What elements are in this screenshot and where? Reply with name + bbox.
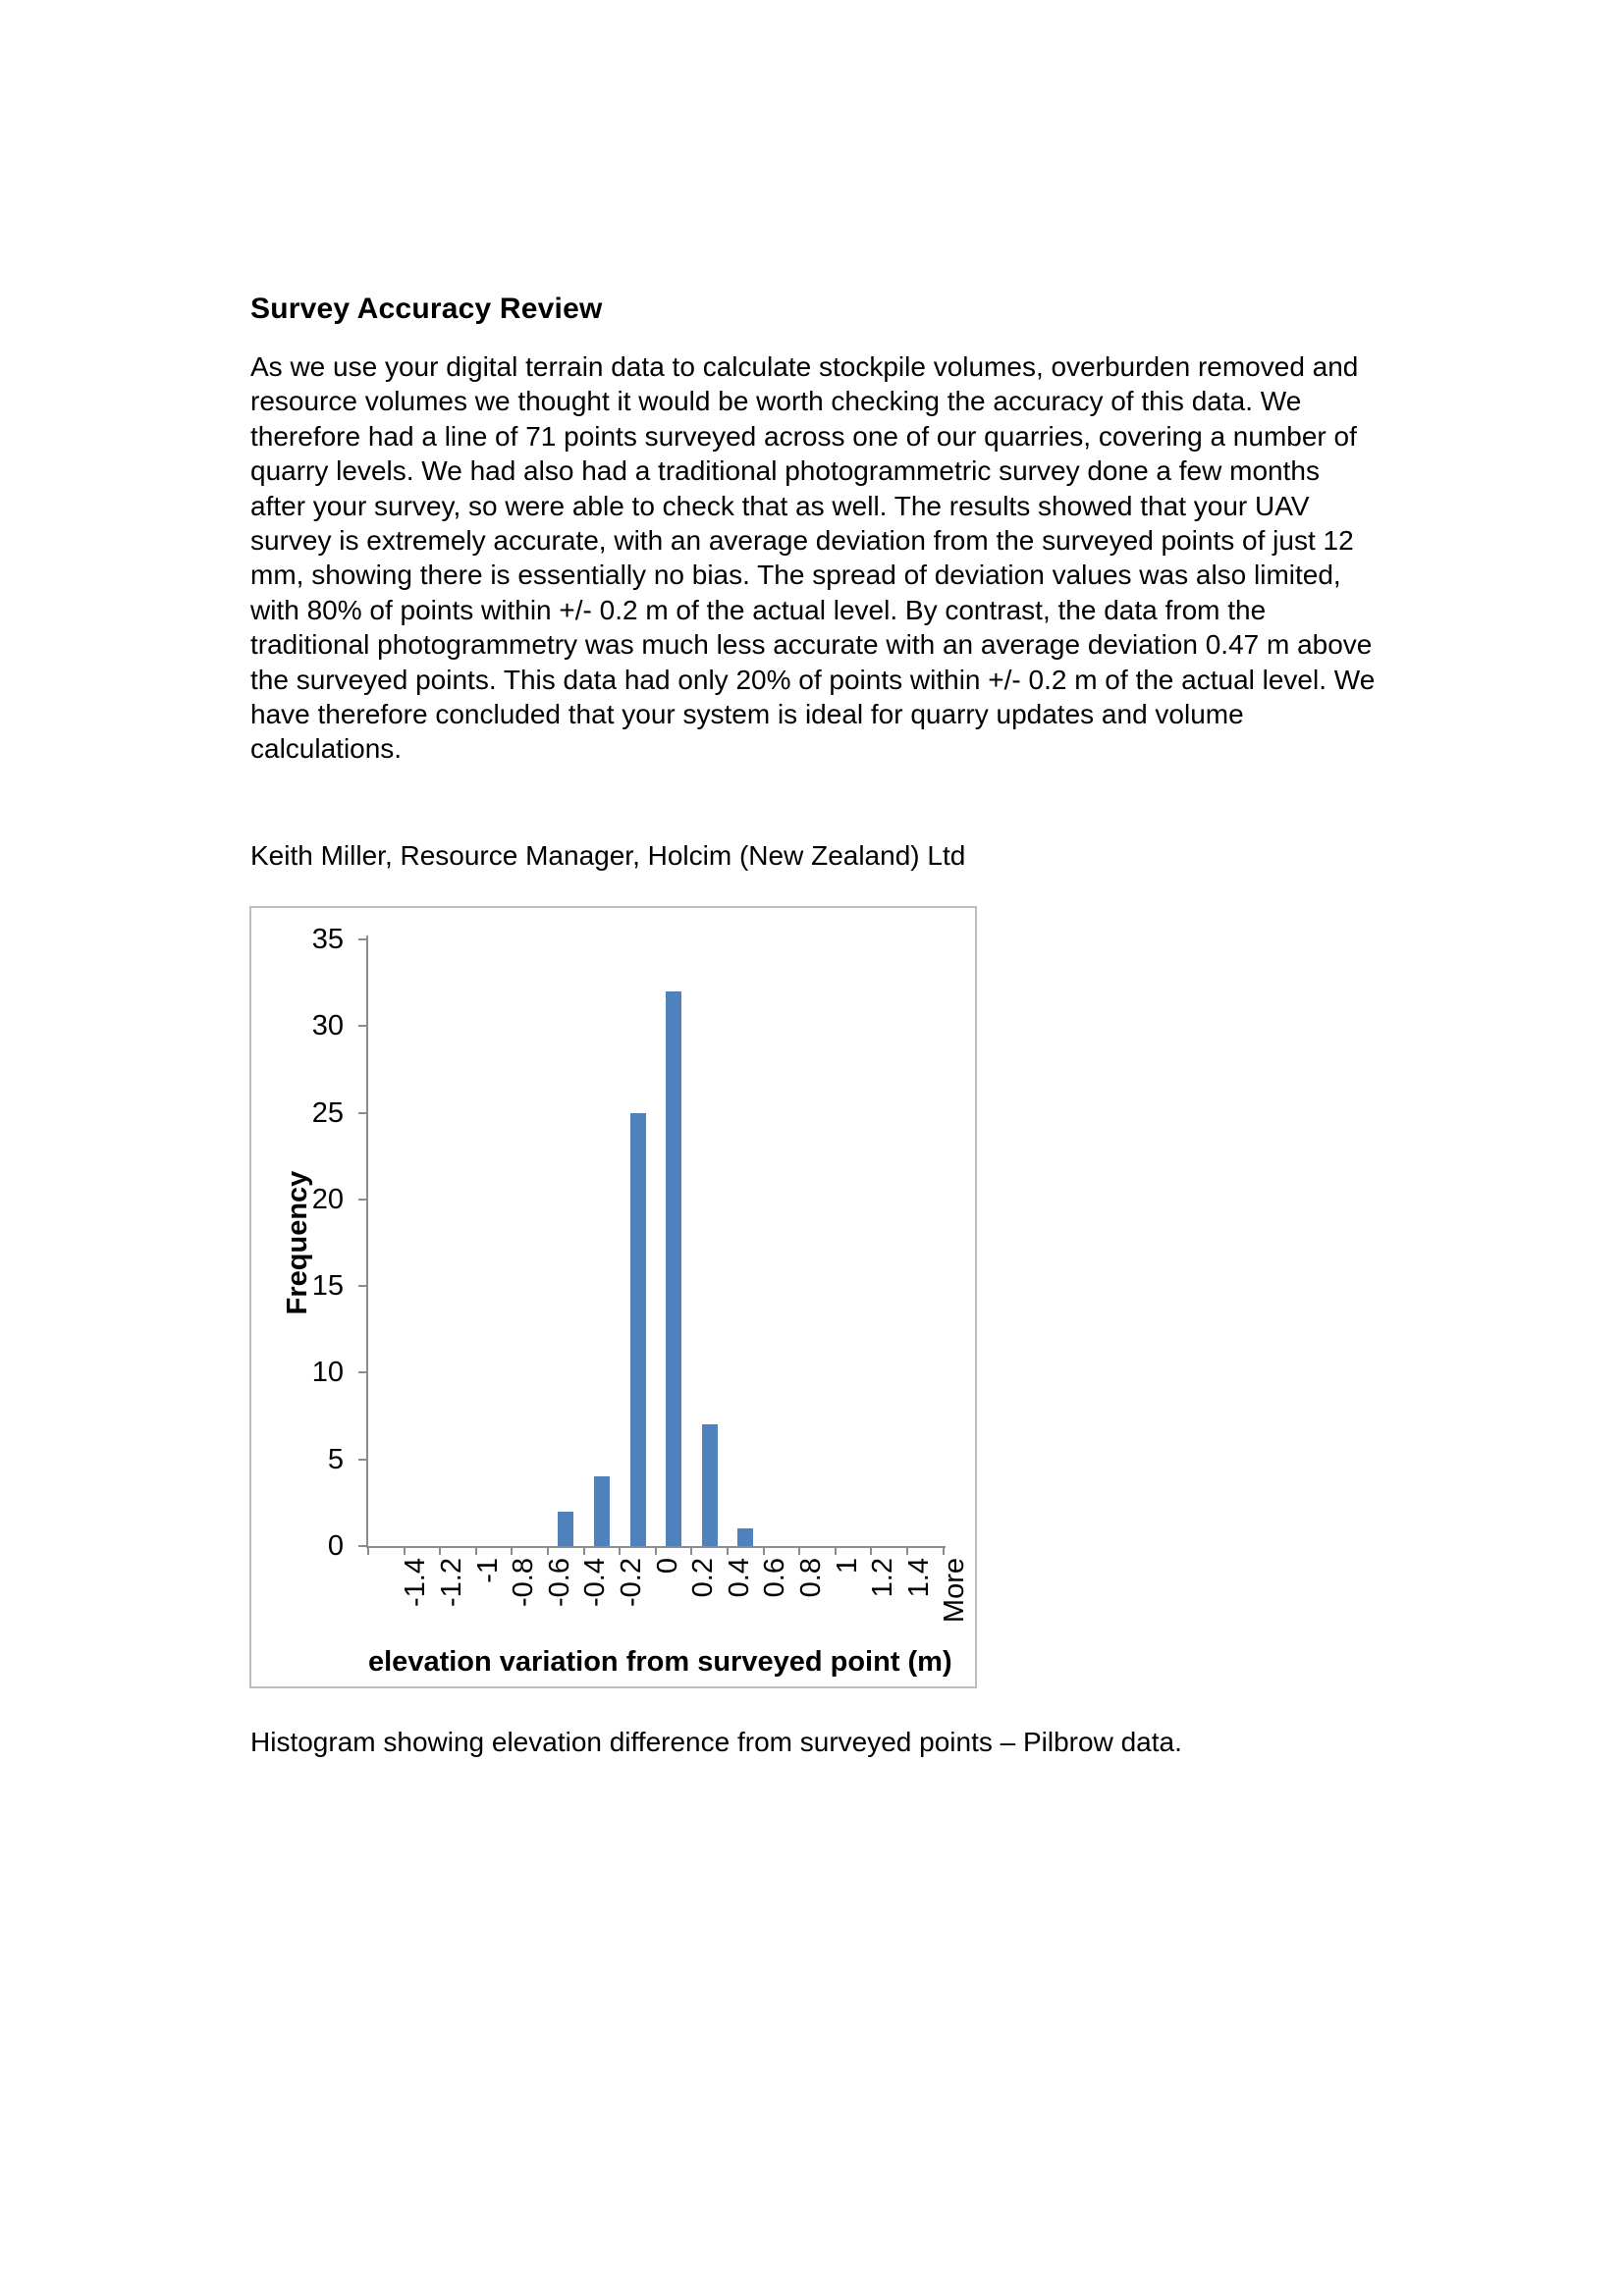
paragraph-line: survey is extremely accurate, with an av…: [250, 524, 1354, 556]
body-paragraph: As we use your digital terrain data to c…: [250, 349, 1429, 767]
x-tick: [942, 1546, 945, 1555]
x-tick: [654, 1546, 657, 1555]
x-tick: [690, 1546, 693, 1555]
y-axis: [366, 935, 368, 1548]
x-tick: [367, 1546, 369, 1555]
x-tick: [870, 1546, 873, 1555]
bar: [629, 1112, 646, 1546]
paragraph-line: As we use your digital terrain data to c…: [250, 351, 1359, 382]
y-tick: [358, 1025, 368, 1028]
y-tick-label: 0: [327, 1530, 344, 1562]
y-tick-label: 35: [311, 924, 344, 955]
x-tick: [762, 1546, 765, 1555]
paragraph-line: resource volumes we thought it would be …: [250, 386, 1302, 417]
y-tick-label: 5: [327, 1443, 344, 1475]
bar: [737, 1528, 754, 1546]
plot-area: 0 5 10 15 20 25 30 35 -1.4 -1.2 -1 -0.8 -0.6 -0.4 -0.2…: [251, 908, 975, 1686]
x-axis-title: elevation variation from surveyed point …: [368, 1646, 952, 1678]
bar: [666, 990, 682, 1546]
x-tick: [439, 1546, 442, 1555]
paragraph-line: calculations.: [250, 733, 403, 765]
figure-caption: Histogram showing elevation difference f…: [250, 1727, 1182, 1757]
x-tick: [798, 1546, 801, 1555]
byline: Keith Miller, Resource Manager, Holcim (…: [250, 840, 966, 871]
x-tick: [582, 1546, 585, 1555]
paragraph-line: traditional photogrammetry was much less…: [250, 629, 1373, 661]
x-tick: [727, 1546, 729, 1555]
paragraph-line: therefore had a line of 71 points survey…: [250, 420, 1357, 452]
bar: [558, 1511, 574, 1546]
x-tick: [906, 1546, 908, 1555]
x-tick: [547, 1546, 549, 1555]
y-tick-label: 30: [311, 1010, 344, 1042]
page-title: Survey Accuracy Review: [250, 293, 603, 326]
x-tick: [474, 1546, 477, 1555]
histogram-chart: 0 5 10 15 20 25 30 35 -1.4 -1.2 -1 -0.8 -0.6 -0.4 -0.2…: [249, 906, 977, 1688]
paragraph-line: quarry levels. We had also had a traditi…: [250, 455, 1320, 487]
bar: [701, 1424, 718, 1546]
y-tick: [358, 938, 368, 940]
x-tick: [511, 1546, 514, 1555]
x-tick: [403, 1546, 406, 1555]
y-tick-label: 25: [311, 1096, 344, 1129]
x-tick: [619, 1546, 622, 1555]
y-tick: [358, 1111, 368, 1114]
paragraph-line: have therefore concluded that your syste…: [250, 698, 1244, 729]
paragraph-line: the surveyed points. This data had only …: [250, 664, 1376, 695]
paragraph-line: mm, showing there is essentially no bias…: [250, 560, 1341, 591]
paragraph-line: with 80% of points within +/- 0.2 m of t…: [250, 594, 1267, 625]
y-tick: [358, 1458, 368, 1461]
x-tick: [834, 1546, 837, 1555]
y-tick: [358, 1545, 368, 1547]
bar: [593, 1476, 610, 1546]
y-axis-title: Frequency: [282, 1170, 313, 1315]
y-tick-label: 15: [311, 1270, 344, 1303]
y-tick: [358, 1371, 368, 1374]
y-tick-label: 10: [311, 1357, 344, 1389]
y-tick-label: 20: [311, 1183, 344, 1215]
paragraph-line: after your survey, so were able to check…: [250, 490, 1310, 521]
y-tick: [358, 1285, 368, 1288]
y-tick: [358, 1198, 368, 1201]
